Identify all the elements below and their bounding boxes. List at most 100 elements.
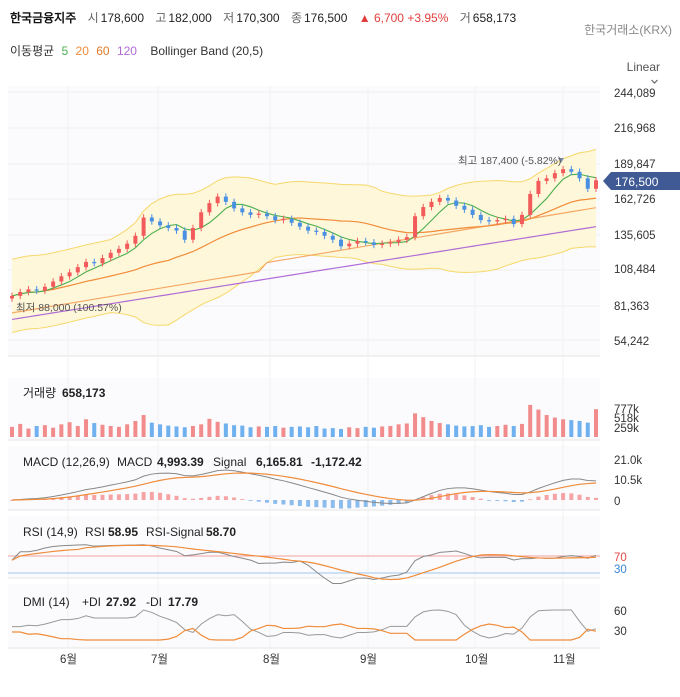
macd-histogram-bar bbox=[396, 500, 401, 504]
change-value: 6,700 bbox=[373, 11, 404, 25]
price-tick-1: 216,968 bbox=[614, 123, 656, 135]
volume-bar bbox=[371, 427, 376, 437]
macd-histogram-bar bbox=[264, 500, 269, 503]
candle-body bbox=[149, 217, 154, 222]
bollinger-upper-line bbox=[11, 148, 597, 260]
ma20-label: 20 bbox=[75, 44, 89, 58]
macd-tick-1: 10.5k bbox=[614, 475, 642, 487]
candle-body bbox=[273, 216, 278, 221]
low-label: 저 bbox=[223, 11, 235, 25]
candle-body bbox=[232, 201, 237, 209]
macd-histogram-bar bbox=[454, 494, 459, 500]
price-tick-0: 244,089 bbox=[614, 88, 656, 100]
volume-bar bbox=[133, 420, 138, 437]
candle-body bbox=[495, 220, 500, 222]
volume-bar bbox=[339, 428, 344, 437]
volume-bar bbox=[256, 426, 261, 437]
macd-hist-value: -1,172.42 bbox=[311, 455, 362, 469]
panel-background bbox=[8, 446, 600, 510]
candle-body bbox=[42, 286, 47, 291]
volume-bar bbox=[569, 420, 574, 437]
macd-signal-line bbox=[11, 472, 597, 501]
dmi-panel[interactable]: DMI (14) +DI 27.92 -DI 17.79 60 30 bbox=[12, 595, 627, 641]
macd-histogram-bar bbox=[223, 496, 228, 500]
candle-body bbox=[314, 230, 319, 232]
candle-body bbox=[528, 194, 533, 215]
macd-tick-2: 0 bbox=[614, 496, 620, 508]
candle-body bbox=[215, 196, 220, 204]
volume-bar bbox=[289, 426, 294, 437]
volume-title: 거래량 bbox=[23, 386, 56, 400]
volume-bar bbox=[264, 426, 269, 437]
x-tick-5: 11월 bbox=[553, 653, 576, 666]
candle-body bbox=[59, 276, 64, 282]
macd-histogram-bar bbox=[577, 494, 582, 500]
ma-label: 이동평균 bbox=[10, 44, 55, 58]
volume-label: 거 bbox=[459, 11, 471, 25]
high-label: 고 bbox=[155, 11, 167, 25]
bollinger-label: Bollinger Band (20,5) bbox=[150, 44, 264, 58]
candle-body bbox=[133, 235, 138, 244]
macd-histogram-bar bbox=[536, 496, 541, 500]
volume-panel[interactable]: 거래량 658,173 777k 518k 259k bbox=[10, 386, 639, 437]
volume-bar bbox=[330, 428, 335, 437]
macd-histogram-bar bbox=[281, 500, 286, 505]
rsi-panel[interactable]: RSI (14,9) RSI 58.95 RSI-Signal 58.70 70… bbox=[8, 525, 627, 585]
candle-body bbox=[388, 242, 393, 244]
candle-body bbox=[182, 230, 187, 240]
chevron-down-icon[interactable] bbox=[651, 78, 658, 85]
candle-body bbox=[100, 258, 105, 264]
volume-bar bbox=[199, 424, 204, 437]
candle-body bbox=[10, 295, 14, 299]
macd-histogram-bar bbox=[569, 493, 574, 500]
macd-histogram-bar bbox=[339, 500, 344, 509]
volume-bar bbox=[536, 409, 541, 437]
volume-bar bbox=[174, 426, 179, 437]
scale-mode-toggle[interactable]: Linear bbox=[626, 60, 660, 74]
rsi-title: RSI (14,9) bbox=[23, 525, 78, 539]
macd-histogram-bar bbox=[594, 497, 598, 500]
macd-label: MACD bbox=[117, 455, 153, 469]
candle-body bbox=[116, 248, 121, 253]
rsi-signal-line bbox=[11, 544, 597, 581]
macd-histogram-bar bbox=[306, 500, 311, 507]
dmi-minus-value: 17.79 bbox=[168, 595, 198, 609]
candle-body bbox=[174, 227, 179, 231]
volume-bar bbox=[59, 424, 64, 437]
candle-body bbox=[503, 218, 508, 221]
candle-body bbox=[544, 178, 549, 181]
candle-body bbox=[240, 208, 245, 213]
open-value: 178,600 bbox=[100, 11, 145, 25]
panel-background bbox=[8, 378, 600, 440]
candle-body bbox=[462, 205, 467, 210]
macd-histogram-bar bbox=[182, 498, 187, 500]
close-value: 176,500 bbox=[303, 11, 348, 25]
volume-bar bbox=[18, 423, 23, 437]
candle-body bbox=[437, 197, 442, 202]
volume-tick-1: 518k bbox=[614, 413, 639, 425]
macd-histogram-bar bbox=[100, 494, 105, 500]
macd-histogram-bar bbox=[158, 492, 163, 500]
macd-histogram-bar bbox=[75, 495, 80, 500]
candle-body bbox=[478, 214, 483, 221]
candle-body bbox=[577, 171, 582, 179]
volume-bar bbox=[462, 426, 467, 437]
macd-title: MACD (12,26,9) bbox=[23, 455, 110, 469]
indicator-legend[interactable]: 이동평균 5 20 60 120 Bollinger Band (20,5) bbox=[10, 42, 267, 59]
macd-histogram-bar bbox=[511, 500, 516, 503]
macd-panel[interactable]: MACD (12,26,9) MACD 4,993.39 Signal 6,16… bbox=[10, 455, 642, 509]
price-plot[interactable] bbox=[10, 148, 598, 333]
macd-histogram-bar bbox=[495, 500, 500, 501]
candle-body bbox=[223, 196, 228, 202]
macd-histogram-bar bbox=[207, 496, 212, 500]
candle-body bbox=[594, 180, 598, 189]
volume-bar bbox=[273, 426, 278, 437]
volume-bar bbox=[421, 417, 426, 437]
candle-body bbox=[18, 291, 23, 296]
volume-bar bbox=[363, 426, 368, 437]
macd-histogram-bar bbox=[429, 495, 434, 500]
rsi-signal-label: RSI-Signal bbox=[146, 525, 203, 539]
panel-background bbox=[8, 516, 600, 578]
macd-histogram-bar bbox=[116, 494, 121, 500]
